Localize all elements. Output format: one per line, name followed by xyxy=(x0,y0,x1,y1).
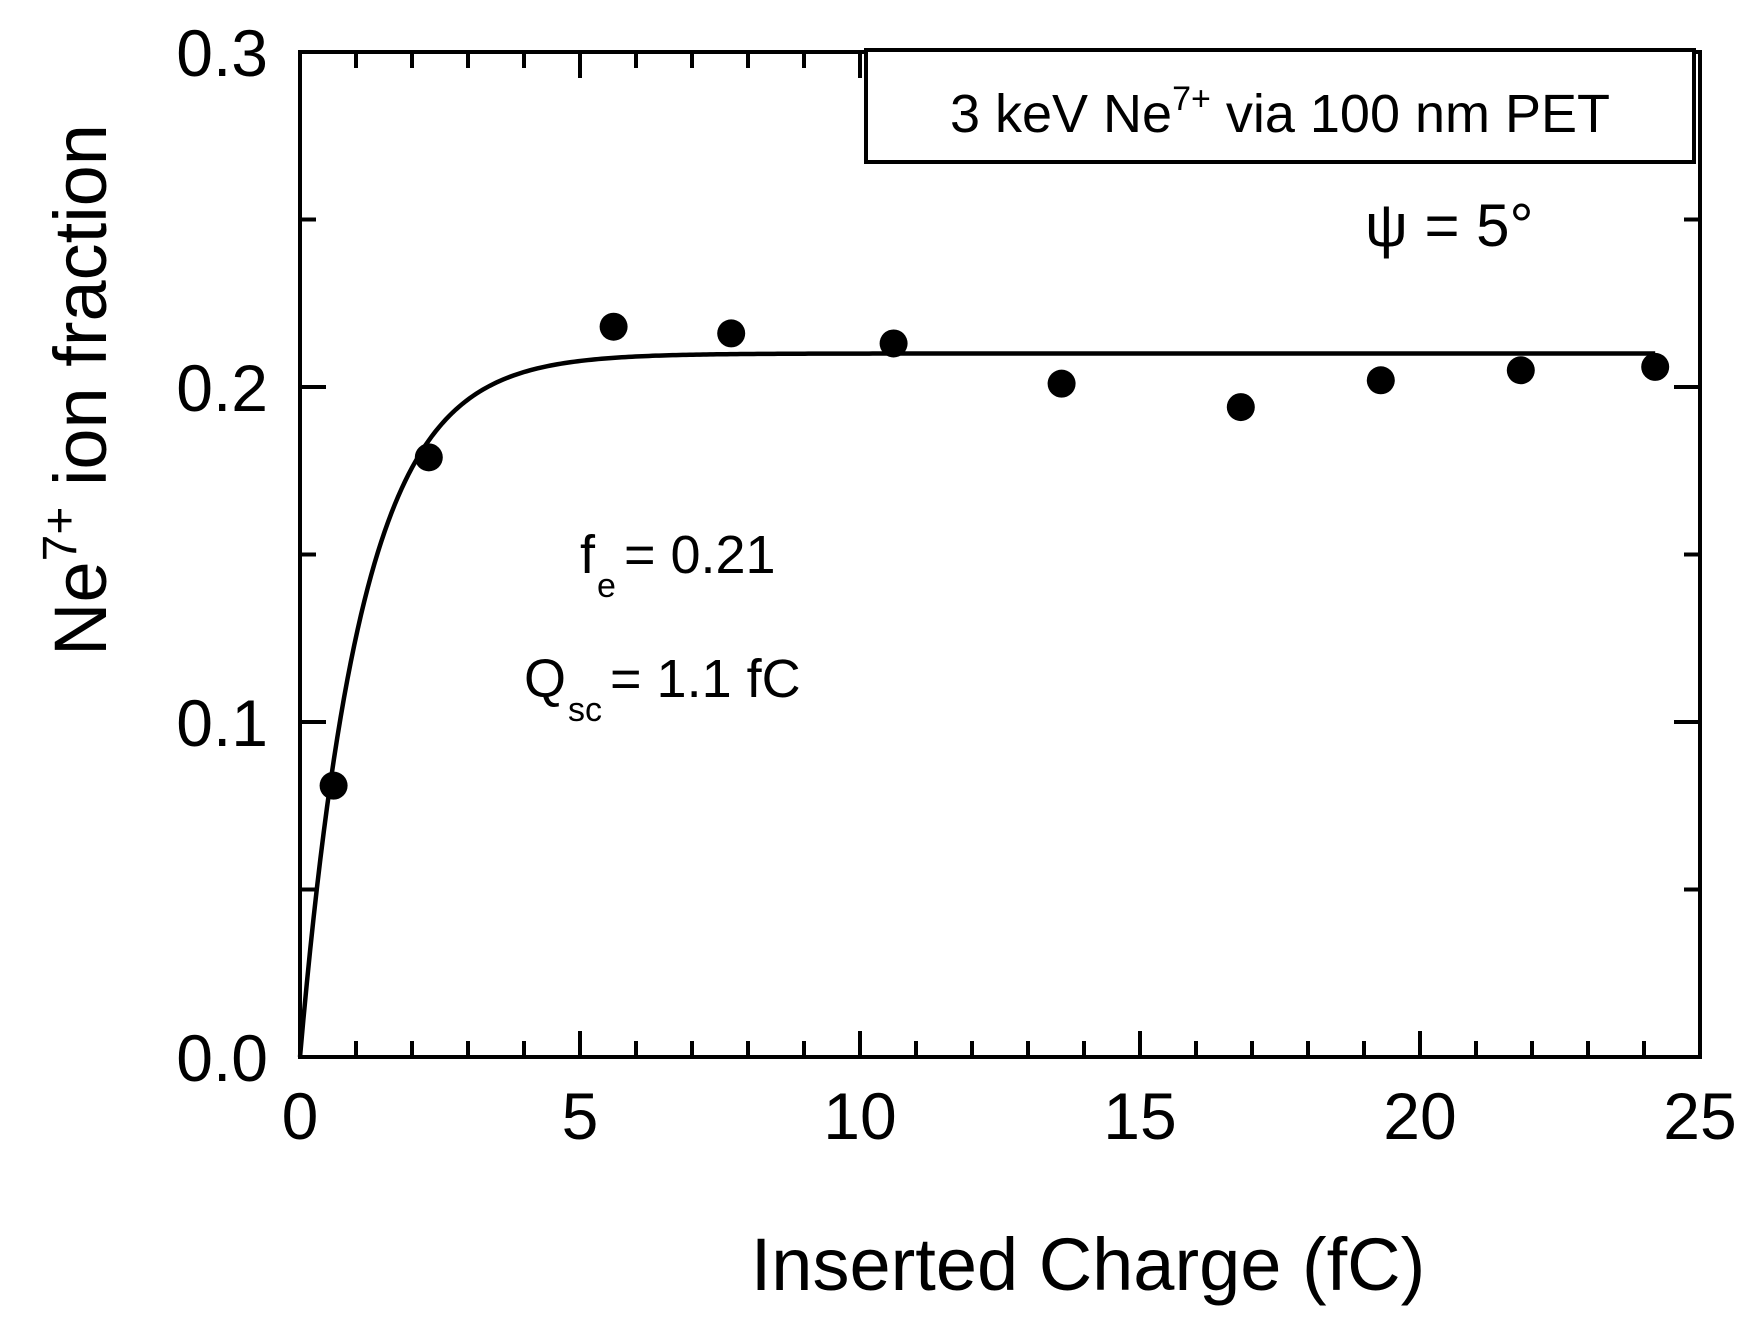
legend-text: 3 keV Ne7+ via 100 nm PET xyxy=(950,80,1610,144)
x-tick-label: 0 xyxy=(282,1079,319,1153)
tick-labels: 0 5 10 15 20 25 0.0 0.1 0.2 0.3 xyxy=(176,16,1736,1153)
data-point xyxy=(879,329,908,358)
fit-curve xyxy=(297,351,1656,1058)
x-tick-label: 25 xyxy=(1663,1079,1736,1153)
y-tick-label: 0.2 xyxy=(176,351,268,425)
data-point xyxy=(319,771,348,800)
x-tick-label: 20 xyxy=(1383,1079,1456,1153)
data-point xyxy=(1047,369,1076,398)
data-point xyxy=(1226,393,1255,422)
data-point xyxy=(1506,356,1535,385)
data-point xyxy=(1641,352,1670,381)
data-point xyxy=(414,443,443,472)
x-tick-label: 10 xyxy=(823,1079,896,1153)
data-point xyxy=(1366,366,1395,395)
data-point xyxy=(599,312,628,341)
angle-annotation: ψ = 5° xyxy=(1365,192,1534,259)
y-tick-label: 0.1 xyxy=(176,686,268,760)
x-axis-label: Inserted Charge (fC) xyxy=(751,1223,1426,1306)
x-tick-label: 5 xyxy=(562,1079,599,1153)
y-axis-label: Ne7+ ion fraction xyxy=(34,124,122,656)
y-tick-label: 0.3 xyxy=(176,16,268,90)
fit-fe-annotation: fe= 0.21 xyxy=(580,525,776,605)
fit-qsc-annotation: Qsc= 1.1 fC xyxy=(524,649,801,729)
legend-box xyxy=(864,48,1696,164)
x-tick-label: 15 xyxy=(1103,1079,1176,1153)
data-points xyxy=(319,312,1670,800)
y-tick-label: 0.0 xyxy=(176,1021,268,1095)
data-point xyxy=(717,319,746,348)
